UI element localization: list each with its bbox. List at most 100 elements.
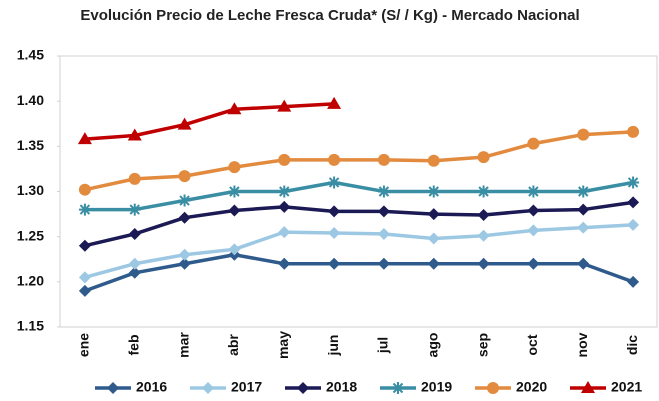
data-point: [328, 257, 341, 270]
data-point: [178, 248, 191, 261]
legend-marker: [297, 382, 309, 394]
data-point: [377, 257, 390, 270]
data-point: [627, 275, 640, 288]
data-point: [577, 128, 590, 141]
x-tick-label: dic: [624, 335, 640, 355]
data-point: [128, 266, 141, 279]
data-point: [178, 211, 191, 224]
legend-label: 2020: [516, 379, 547, 395]
data-point: [178, 170, 191, 183]
x-tick-label: oct: [524, 334, 540, 355]
data-point: [228, 161, 241, 174]
data-point: [78, 239, 91, 252]
data-point: [177, 117, 192, 130]
data-point: [78, 183, 91, 196]
x-tick-label: may: [275, 331, 291, 359]
data-point: [377, 227, 390, 240]
data-point: [128, 203, 141, 216]
series-line: [84, 223, 634, 280]
data-point: [278, 153, 291, 166]
data-point: [477, 208, 490, 221]
data-point: [577, 221, 590, 234]
data-point: [527, 137, 540, 150]
series-line: [84, 200, 634, 248]
data-point: [228, 185, 241, 198]
data-point: [127, 128, 142, 141]
data-point: [328, 227, 341, 240]
data-point: [527, 257, 540, 270]
legend-label: 2018: [326, 379, 357, 395]
data-point: [627, 196, 640, 209]
data-point: [327, 96, 342, 109]
data-point: [78, 284, 91, 297]
legend-marker: [107, 382, 119, 394]
data-point: [377, 153, 390, 166]
data-point: [178, 194, 191, 207]
data-point: [577, 185, 590, 198]
data-point: [278, 257, 291, 270]
data-point: [377, 185, 390, 198]
data-point: [427, 154, 440, 167]
data-point: [228, 243, 241, 256]
legend-marker: [581, 381, 595, 393]
x-tick-label: ene: [76, 333, 92, 357]
x-tick-label: jun: [325, 335, 341, 357]
data-point: [78, 271, 91, 284]
data-point: [477, 185, 490, 198]
y-tick-label: 1.15: [17, 318, 44, 334]
data-point: [477, 151, 490, 164]
data-point: [278, 200, 291, 213]
data-point: [427, 185, 440, 198]
data-point: [427, 208, 440, 221]
x-tick-label: feb: [125, 335, 141, 356]
data-point: [278, 185, 291, 198]
data-point: [427, 257, 440, 270]
data-point: [178, 257, 191, 270]
x-tick-label: sep: [474, 333, 490, 357]
data-point: [427, 232, 440, 245]
x-tick-label: nov: [574, 332, 590, 357]
y-tick-label: 1.35: [17, 137, 44, 153]
data-point: [227, 102, 242, 115]
data-point: [527, 224, 540, 237]
data-point: [627, 125, 640, 138]
legend-label: 2017: [231, 379, 262, 395]
data-point: [377, 205, 390, 218]
chart-title: Evolución Precio de Leche Fresca Cruda* …: [80, 7, 580, 24]
data-point: [577, 203, 590, 216]
data-point: [128, 227, 141, 240]
x-tick-label: ago: [424, 333, 440, 358]
x-tick-label: jul: [375, 337, 391, 354]
data-point: [328, 153, 341, 166]
legend-marker: [392, 382, 404, 394]
data-point: [328, 176, 341, 189]
legend-label: 2016: [136, 379, 167, 395]
data-point: [577, 257, 590, 270]
data-point: [78, 203, 91, 216]
data-point: [328, 205, 341, 218]
series-line: [84, 102, 335, 141]
data-point: [477, 257, 490, 270]
data-point: [477, 229, 490, 242]
legend-marker: [487, 382, 499, 394]
y-tick-label: 1.25: [17, 227, 44, 243]
y-tick-label: 1.40: [17, 92, 44, 108]
y-tick-label: 1.30: [17, 182, 44, 198]
y-tick-label: 1.20: [17, 273, 44, 289]
data-point: [228, 204, 241, 217]
legend-marker: [202, 382, 214, 394]
x-tick-label: mar: [175, 332, 191, 358]
data-point: [128, 257, 141, 270]
legend-label: 2021: [611, 379, 642, 395]
data-point: [278, 226, 291, 239]
data-point: [77, 132, 92, 145]
data-point: [527, 185, 540, 198]
series-line: [84, 252, 634, 293]
legend-label: 2019: [421, 379, 452, 395]
data-point: [627, 218, 640, 231]
series-line: [84, 130, 634, 192]
data-point: [527, 204, 540, 217]
data-point: [277, 99, 292, 112]
